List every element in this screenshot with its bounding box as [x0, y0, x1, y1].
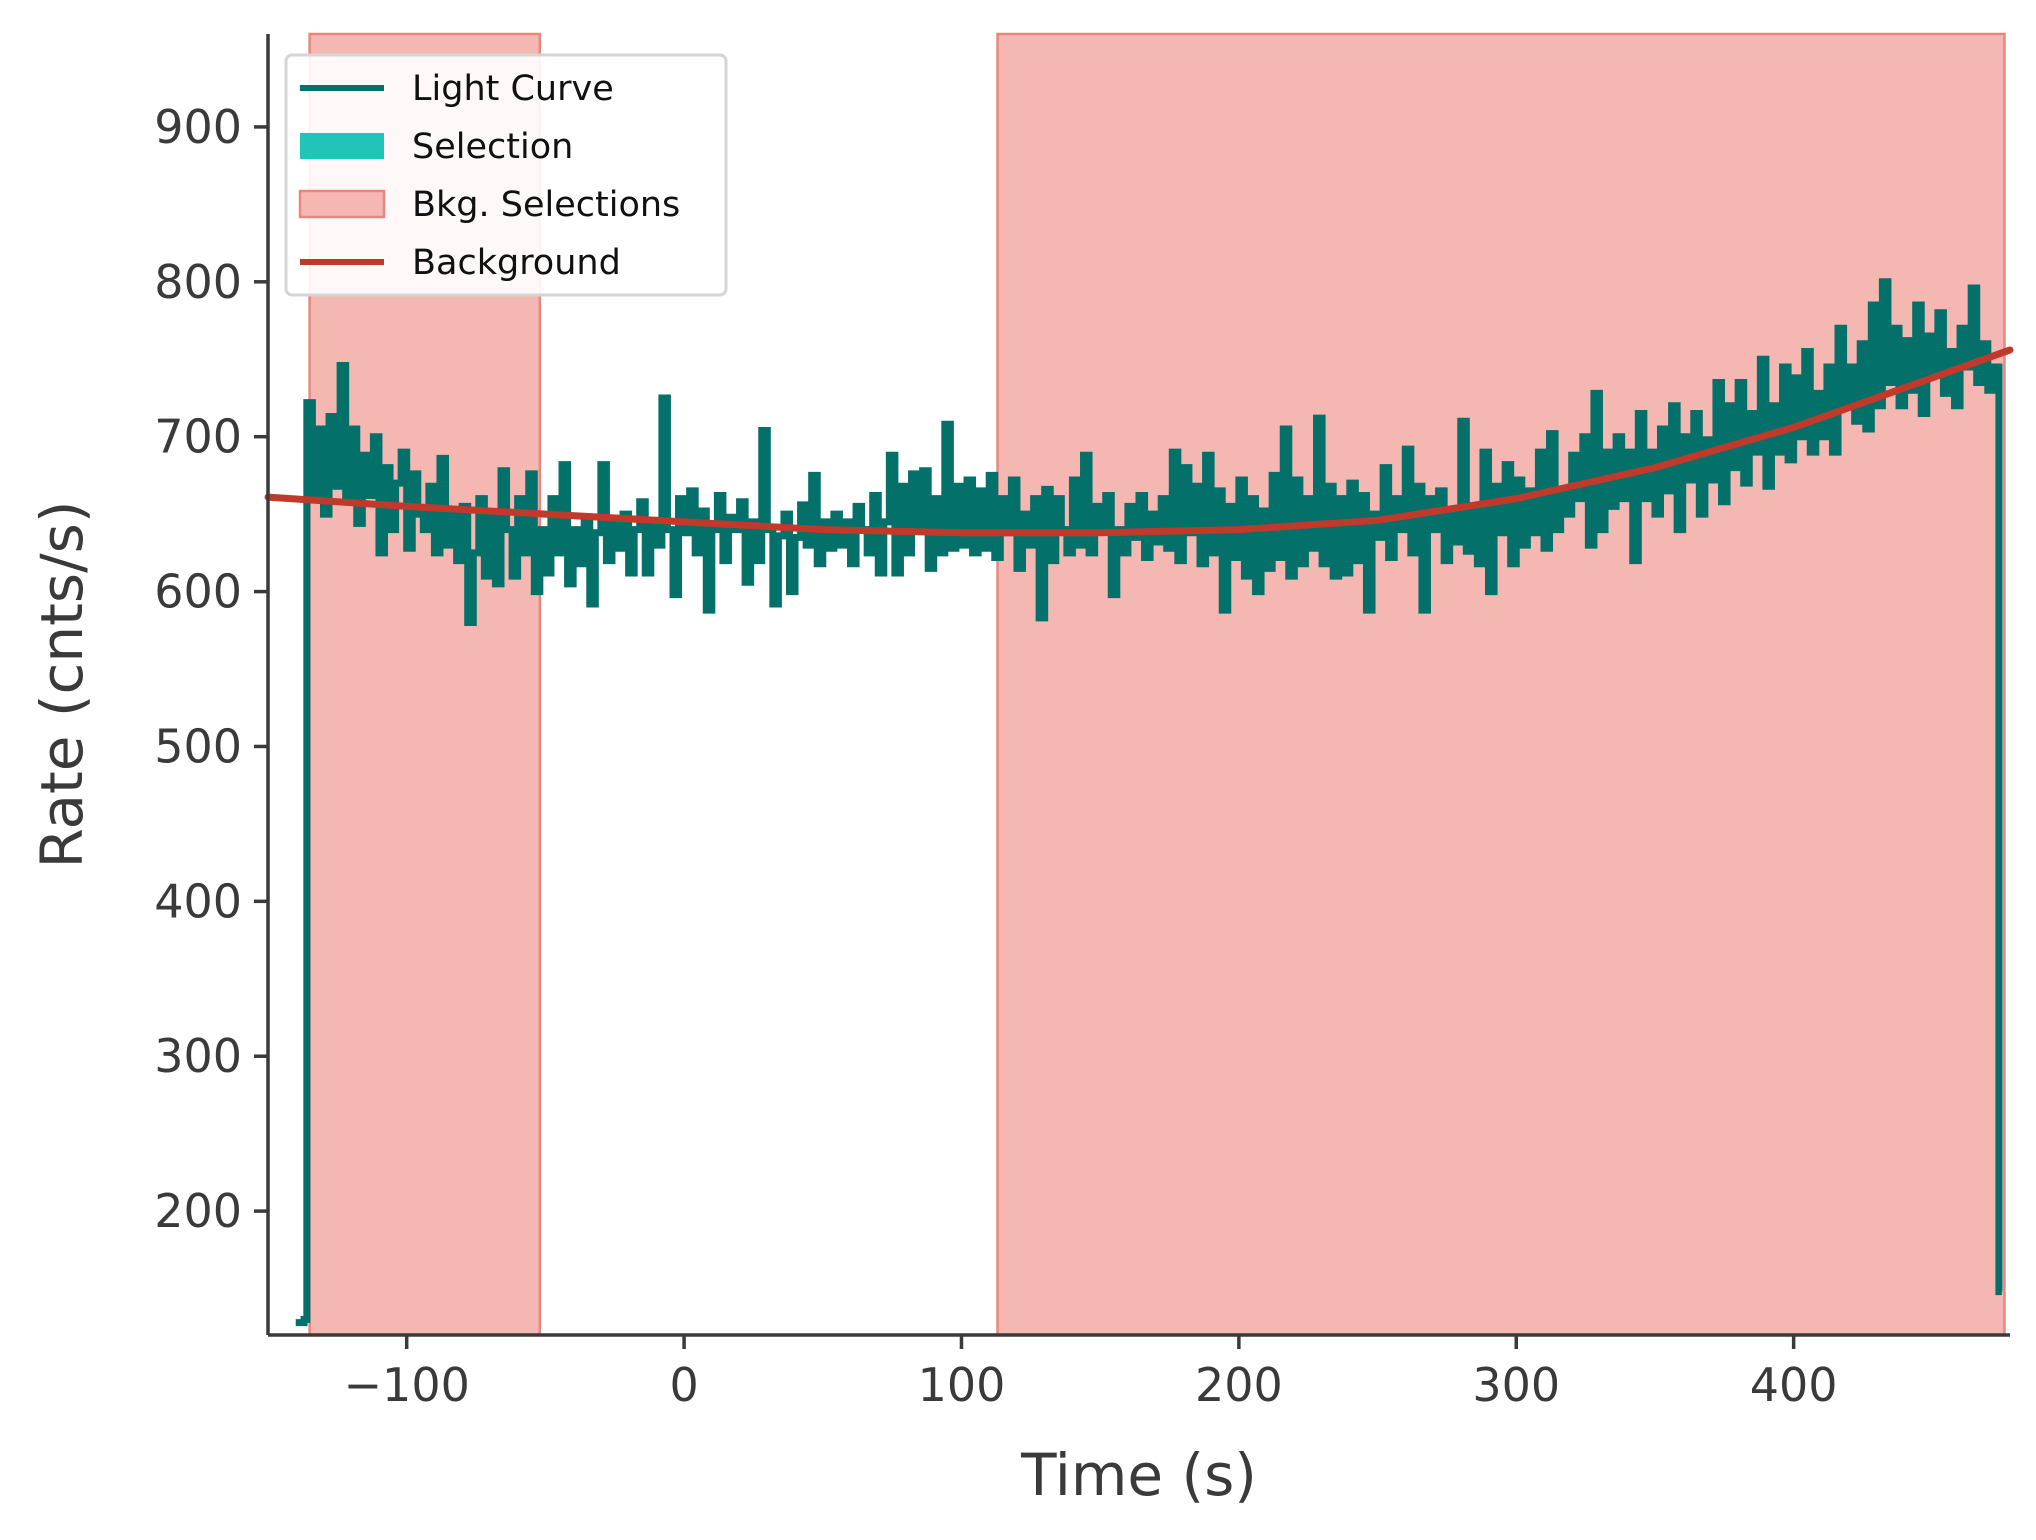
legend-label-light-curve: Light Curve: [412, 69, 614, 109]
legend-entry-background: Background: [300, 243, 621, 283]
y-tick-label: 200: [154, 1184, 242, 1238]
x-tick-label: 200: [1195, 1358, 1283, 1412]
bkg-selection-region-2: [996, 32, 2006, 1337]
y-axis-ticks: 200 300 400 500 600 700 800 900: [154, 100, 268, 1238]
y-tick-label: 700: [154, 410, 242, 464]
legend-swatch-selection: [300, 133, 384, 159]
x-tick-label: −100: [344, 1358, 470, 1412]
series-background-fit: [264, 346, 2014, 537]
x-tick-label: 0: [669, 1358, 698, 1412]
x-axis-ticks: −100 0 100 200 300 400: [344, 1335, 1838, 1412]
y-tick-label: 900: [154, 100, 242, 154]
y-tick-label: 800: [154, 255, 242, 309]
legend-label-selection: Selection: [412, 127, 573, 167]
legend-entry-light-curve: Light Curve: [300, 69, 614, 109]
legend-swatch-bkg-selections: [298, 189, 386, 219]
series-light-curve: [295, 278, 2003, 1327]
legend-frame: [284, 53, 728, 297]
x-tick-label: 100: [918, 1358, 1006, 1412]
y-tick-label: 400: [154, 874, 242, 928]
legend-label-bkg-selections: Bkg. Selections: [412, 185, 680, 225]
legend-entry-bkg-selections: Bkg. Selections: [298, 185, 680, 225]
y-axis-title: Rate (cnts/s): [28, 500, 96, 868]
y-tick-label: 500: [154, 719, 242, 773]
y-tick-label: 600: [154, 565, 242, 619]
legend: Light Curve Selection Bkg. Selections Ba…: [284, 53, 728, 297]
series-layer: [264, 278, 2014, 1327]
x-tick-label: 400: [1750, 1358, 1838, 1412]
axes-layer: [266, 34, 2010, 1337]
legend-label-background: Background: [412, 243, 621, 283]
x-axis-title: Time (s): [1020, 1441, 1257, 1509]
x-tick-label: 300: [1472, 1358, 1560, 1412]
y-tick-label: 300: [154, 1029, 242, 1083]
legend-entry-selection: Selection: [300, 127, 573, 167]
